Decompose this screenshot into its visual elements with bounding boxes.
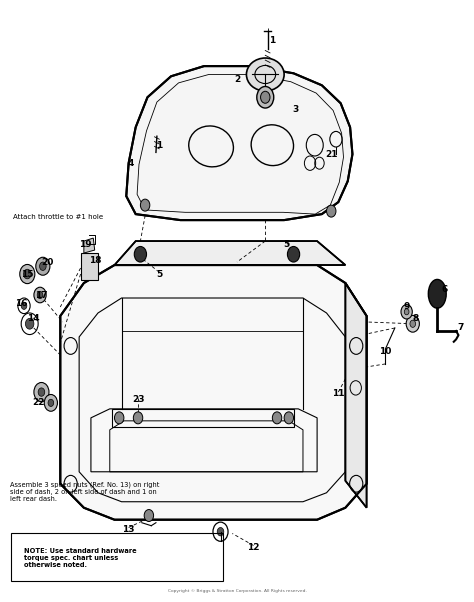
Circle shape (217, 527, 224, 536)
Ellipse shape (428, 279, 446, 308)
Text: 12: 12 (247, 544, 260, 553)
Text: NOTE: Use standard hardware
torque spec. chart unless
otherwise noted.: NOTE: Use standard hardware torque spec.… (24, 548, 137, 568)
Text: 14: 14 (27, 314, 40, 323)
Text: 1: 1 (156, 141, 163, 150)
Circle shape (273, 412, 282, 424)
Text: 3: 3 (293, 105, 299, 114)
Circle shape (404, 309, 409, 315)
Text: 10: 10 (379, 347, 392, 356)
Text: 13: 13 (122, 526, 135, 535)
Circle shape (21, 302, 27, 309)
Text: 5: 5 (283, 240, 290, 249)
Text: 11: 11 (332, 389, 345, 399)
Text: 8: 8 (413, 314, 419, 323)
Circle shape (115, 412, 124, 424)
Circle shape (140, 199, 150, 211)
Circle shape (144, 509, 154, 521)
Text: 5: 5 (156, 270, 163, 279)
Text: 2: 2 (234, 75, 240, 84)
Text: 23: 23 (132, 396, 144, 405)
Circle shape (24, 269, 31, 279)
Text: Copyright © Briggs & Stratton Corporation. All Rights reserved.: Copyright © Briggs & Stratton Corporatio… (168, 589, 306, 594)
Circle shape (257, 87, 274, 108)
Text: Assemble 3 speed nuts (Ref. No. 13) on right
side of dash, 2 on left side of das: Assemble 3 speed nuts (Ref. No. 13) on r… (10, 482, 159, 503)
Polygon shape (126, 66, 353, 220)
Circle shape (37, 291, 43, 299)
Circle shape (34, 382, 49, 402)
Text: 22: 22 (32, 399, 45, 408)
Polygon shape (84, 238, 95, 253)
Circle shape (36, 257, 50, 275)
Circle shape (20, 264, 35, 284)
Text: 20: 20 (41, 258, 54, 267)
Circle shape (261, 92, 270, 104)
Circle shape (34, 287, 46, 303)
Circle shape (38, 388, 45, 396)
Circle shape (410, 320, 416, 327)
Text: 9: 9 (403, 302, 410, 311)
Polygon shape (346, 283, 366, 507)
Text: Attach throttle to #1 hole: Attach throttle to #1 hole (13, 214, 103, 220)
Text: 1: 1 (269, 36, 275, 45)
Circle shape (284, 412, 293, 424)
Polygon shape (115, 241, 346, 265)
Circle shape (39, 262, 46, 270)
Polygon shape (81, 253, 98, 280)
Circle shape (406, 315, 419, 332)
Text: 19: 19 (79, 240, 91, 249)
Text: 18: 18 (90, 256, 102, 265)
Polygon shape (60, 265, 366, 520)
Ellipse shape (246, 58, 284, 91)
Circle shape (133, 412, 143, 424)
Text: 4: 4 (128, 159, 134, 168)
Circle shape (401, 305, 412, 319)
Text: 16: 16 (15, 300, 27, 308)
Circle shape (26, 318, 34, 329)
Circle shape (327, 205, 336, 217)
Circle shape (44, 394, 57, 411)
Text: 15: 15 (21, 270, 34, 279)
Circle shape (287, 246, 300, 262)
Text: 7: 7 (457, 323, 464, 332)
Text: 6: 6 (441, 285, 447, 294)
Circle shape (48, 399, 54, 406)
Text: 17: 17 (35, 291, 48, 300)
Text: Jacks
Small
Engines: Jacks Small Engines (192, 324, 253, 374)
Text: 21: 21 (325, 150, 337, 159)
Circle shape (134, 246, 146, 262)
